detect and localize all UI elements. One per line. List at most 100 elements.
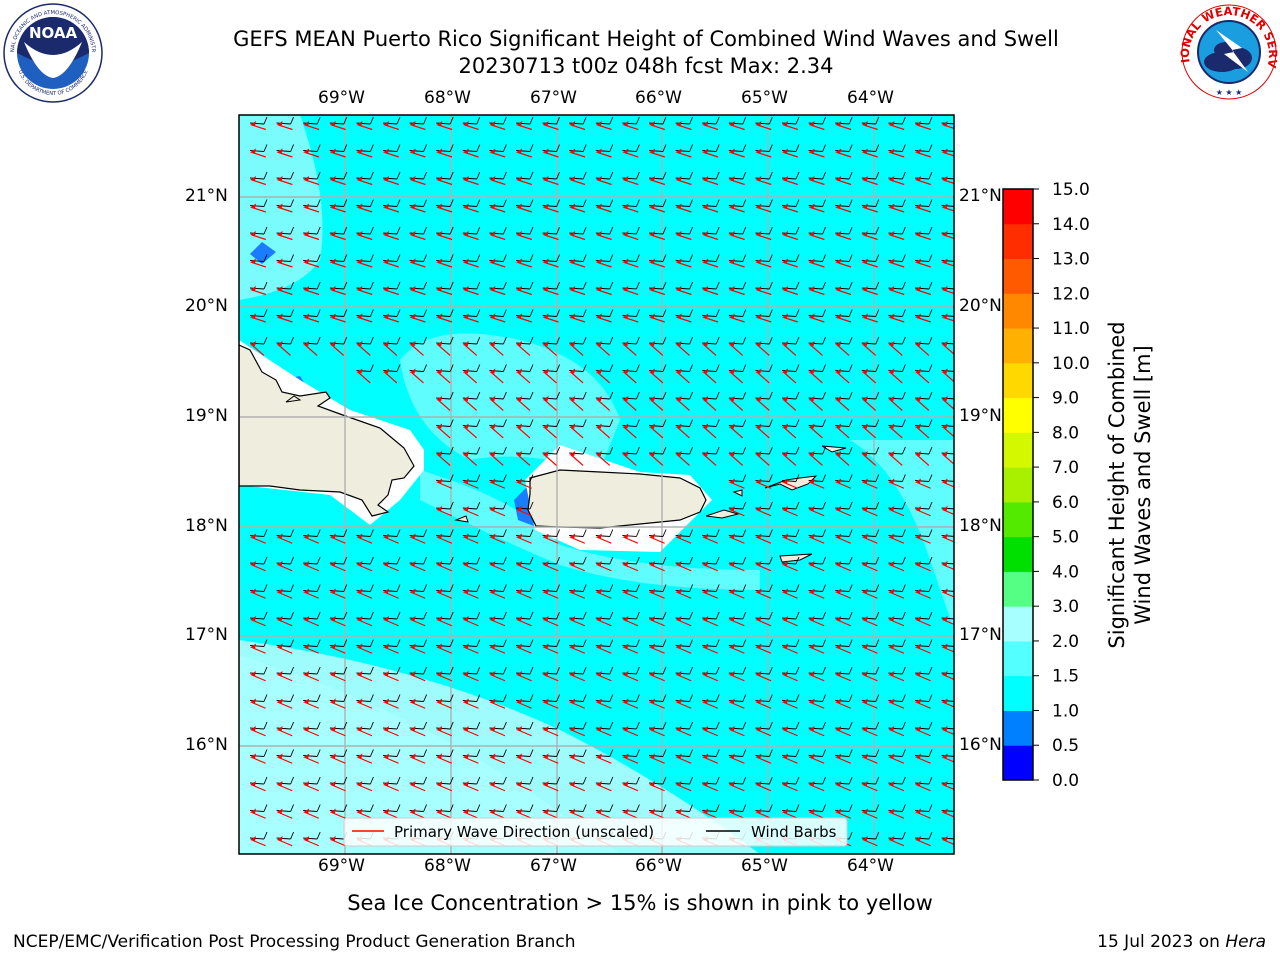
wave-arrow-head: [462, 781, 469, 786]
wave-arrow-head: [808, 726, 815, 731]
wind-barb-flag: [343, 804, 348, 812]
wind-barb-flag: [423, 336, 428, 345]
wave-direction-arrow: [437, 481, 453, 489]
wind-barb-flag: [901, 144, 906, 152]
wind-barb-flag: [502, 556, 507, 565]
wave-direction-arrow: [411, 729, 426, 737]
wave-arrow-head: [329, 231, 336, 236]
low-wave-patch-1: [250, 242, 276, 264]
wind-barb-flag: [901, 364, 906, 372]
colorbar-segment: [1003, 640, 1033, 677]
wave-arrow-head: [702, 286, 709, 291]
wave-direction-arrow: [358, 701, 373, 709]
wave-arrow-head: [356, 588, 363, 594]
wind-barb: [648, 782, 664, 785]
lon-label-top-66w: 66°W: [635, 88, 682, 108]
wind-barb-flag: [848, 254, 853, 262]
wave-arrow-head: [675, 423, 682, 429]
wind-barb-flag: [795, 611, 800, 620]
wave-arrow-head: [649, 451, 655, 456]
wave-arrow-head: [861, 478, 868, 484]
wave-direction-arrow: [251, 646, 266, 654]
wind-barb: [861, 755, 876, 757]
wind-barb-flag: [290, 144, 295, 152]
wind-barb-flag: [768, 336, 773, 345]
wind-barb: [914, 122, 930, 125]
wave-arrow-head: [542, 231, 549, 236]
wave-arrow-head: [649, 341, 655, 346]
wave-arrow-head: [888, 231, 895, 236]
wave-arrow-head: [303, 781, 310, 786]
wind-barb: [382, 315, 398, 317]
wave-arrow-head: [489, 478, 496, 484]
wind-barb-flag: [476, 364, 481, 372]
wave-direction-arrow: [783, 564, 798, 572]
wind-barb-flag: [635, 116, 640, 125]
wave-direction-arrow: [890, 646, 905, 654]
wind-barb: [622, 260, 637, 262]
wind-barb-flag: [795, 501, 800, 510]
wind-barb: [276, 562, 291, 565]
wind-barb: [462, 342, 477, 345]
wind-barb: [462, 480, 477, 482]
wind-barb: [542, 700, 557, 702]
wave-direction-arrow: [331, 619, 346, 627]
wind-barb-flag: [768, 776, 773, 785]
wave-arrow-head: [755, 616, 762, 621]
wind-barb-flag: [502, 804, 507, 812]
wave-arrow-head: [303, 313, 310, 319]
wave-arrow-head: [675, 341, 682, 346]
wind-barb: [861, 232, 876, 235]
wind-barb-flag: [556, 446, 561, 455]
wave-arrow-head: [675, 643, 682, 649]
wave-direction-arrow: [517, 564, 532, 572]
colorbar-tick-label: 11.0: [1052, 319, 1090, 339]
colorbar-segment: [1003, 432, 1033, 468]
wind-barb-flag: [290, 721, 295, 730]
wind-barb-flag: [529, 391, 534, 400]
wind-barb: [356, 315, 371, 317]
wind-barb-flag: [768, 666, 773, 675]
wave-arrow-head: [755, 506, 762, 511]
wave-arrow-head: [595, 671, 602, 676]
wind-barb: [462, 617, 477, 620]
wind-barb-flag: [848, 336, 853, 345]
wind-barb-flag: [848, 529, 853, 537]
wind-barb-flag: [529, 226, 534, 235]
wind-barb-flag: [822, 116, 827, 125]
wave-arrow-head: [808, 341, 815, 346]
wave-arrow-head: [755, 478, 762, 484]
wind-barb-flag: [848, 721, 853, 730]
wave-arrow-head: [276, 231, 283, 236]
wind-barb-flag: [609, 391, 614, 400]
wind-barb: [755, 342, 770, 345]
wave-arrow-head: [702, 671, 709, 676]
wind-barb: [356, 232, 371, 235]
wave-arrow-head: [356, 561, 363, 566]
wave-arrow-head: [861, 836, 868, 841]
wind-barb-flag: [423, 694, 428, 702]
wave-direction-arrow: [890, 564, 905, 572]
wave-arrow-head: [622, 121, 629, 126]
wind-barb-flag: [742, 336, 747, 345]
wave-direction-arrow: [757, 427, 770, 439]
wave-direction-arrow: [836, 427, 850, 439]
wind-barb: [303, 260, 318, 262]
wave-direction-arrow: [278, 564, 293, 572]
wind-barb-flag: [290, 281, 295, 290]
lat-label-left-17n: 17°N: [185, 625, 228, 645]
wave-arrow-head: [915, 561, 921, 566]
wind-barb: [914, 672, 930, 675]
wind-barb: [808, 232, 823, 235]
wind-barb: [382, 645, 398, 647]
wave-direction-arrow: [384, 701, 399, 709]
wind-barb: [489, 562, 504, 565]
wave-arrow-head: [516, 231, 522, 236]
wind-barb: [542, 617, 557, 620]
wind-barb-flag: [263, 831, 268, 840]
wind-barb-flag: [928, 721, 933, 730]
wave-arrow-head: [462, 561, 469, 566]
wind-barb-flag: [875, 584, 880, 592]
wave-arrow-head: [888, 121, 895, 126]
wave-direction-arrow: [810, 372, 823, 384]
